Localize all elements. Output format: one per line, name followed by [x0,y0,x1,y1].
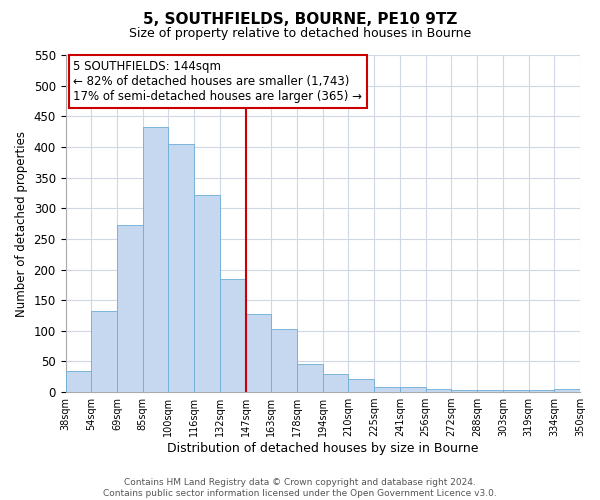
Bar [477,390,503,392]
Bar [194,194,220,392]
Bar [554,389,580,392]
Bar [400,387,425,392]
Bar [169,144,194,392]
Bar [323,374,349,392]
Text: Size of property relative to detached houses in Bourne: Size of property relative to detached ho… [129,28,471,40]
Y-axis label: Number of detached properties: Number of detached properties [15,130,28,316]
Text: 5 SOUTHFIELDS: 144sqm
← 82% of detached houses are smaller (1,743)
17% of semi-d: 5 SOUTHFIELDS: 144sqm ← 82% of detached … [73,60,362,103]
Bar [349,379,374,392]
Bar [451,390,477,392]
Bar [245,314,271,392]
Bar [91,310,117,392]
Bar [65,370,91,392]
Text: 5, SOUTHFIELDS, BOURNE, PE10 9TZ: 5, SOUTHFIELDS, BOURNE, PE10 9TZ [143,12,457,28]
Bar [503,390,529,392]
Bar [117,226,143,392]
Bar [271,329,297,392]
X-axis label: Distribution of detached houses by size in Bourne: Distribution of detached houses by size … [167,442,479,455]
Bar [297,364,323,392]
Text: Contains HM Land Registry data © Crown copyright and database right 2024.
Contai: Contains HM Land Registry data © Crown c… [103,478,497,498]
Bar [374,387,400,392]
Bar [143,128,169,392]
Bar [220,280,245,392]
Bar [425,389,451,392]
Bar [529,390,554,392]
